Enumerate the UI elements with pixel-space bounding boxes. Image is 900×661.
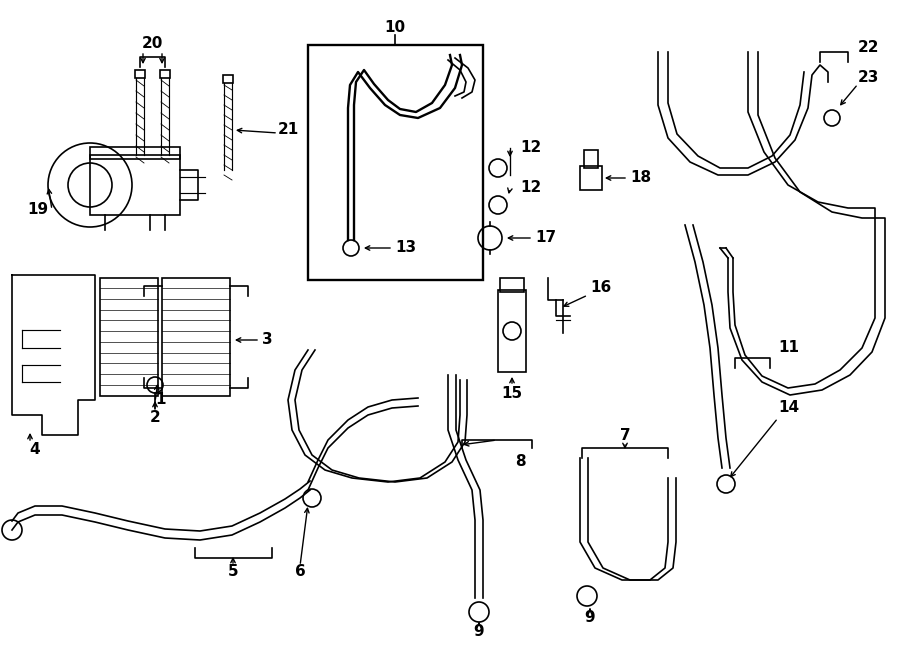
- Text: 8: 8: [515, 455, 526, 469]
- Bar: [100, 278, 158, 396]
- Text: 10: 10: [384, 20, 406, 34]
- Bar: [498, 290, 526, 372]
- Bar: [135, 70, 145, 78]
- Text: 16: 16: [590, 280, 611, 295]
- Text: 22: 22: [858, 40, 879, 56]
- Text: 9: 9: [585, 611, 595, 625]
- Text: 20: 20: [141, 36, 163, 50]
- Text: 1: 1: [155, 393, 166, 407]
- Text: 6: 6: [294, 564, 305, 580]
- Text: 12: 12: [520, 141, 541, 155]
- Text: 11: 11: [778, 340, 799, 356]
- Bar: [500, 278, 524, 292]
- Text: 7: 7: [620, 428, 630, 442]
- Text: 15: 15: [501, 387, 523, 401]
- Bar: [223, 75, 233, 83]
- Bar: [162, 278, 230, 396]
- Bar: [308, 45, 483, 280]
- Text: 17: 17: [535, 231, 556, 245]
- Bar: [584, 150, 598, 168]
- Text: 21: 21: [278, 122, 299, 137]
- Text: 9: 9: [473, 625, 484, 639]
- Text: 3: 3: [262, 332, 273, 348]
- Text: 13: 13: [395, 241, 416, 256]
- Text: 18: 18: [630, 171, 651, 186]
- Bar: [90, 147, 180, 159]
- Bar: [580, 166, 602, 190]
- Text: 4: 4: [30, 442, 40, 457]
- Bar: [90, 155, 180, 215]
- Text: 23: 23: [858, 71, 879, 85]
- Bar: [160, 70, 170, 78]
- Text: 19: 19: [27, 202, 49, 217]
- Text: 12: 12: [520, 180, 541, 196]
- Text: 14: 14: [778, 401, 799, 416]
- Text: 5: 5: [228, 564, 238, 580]
- Text: 2: 2: [149, 410, 160, 426]
